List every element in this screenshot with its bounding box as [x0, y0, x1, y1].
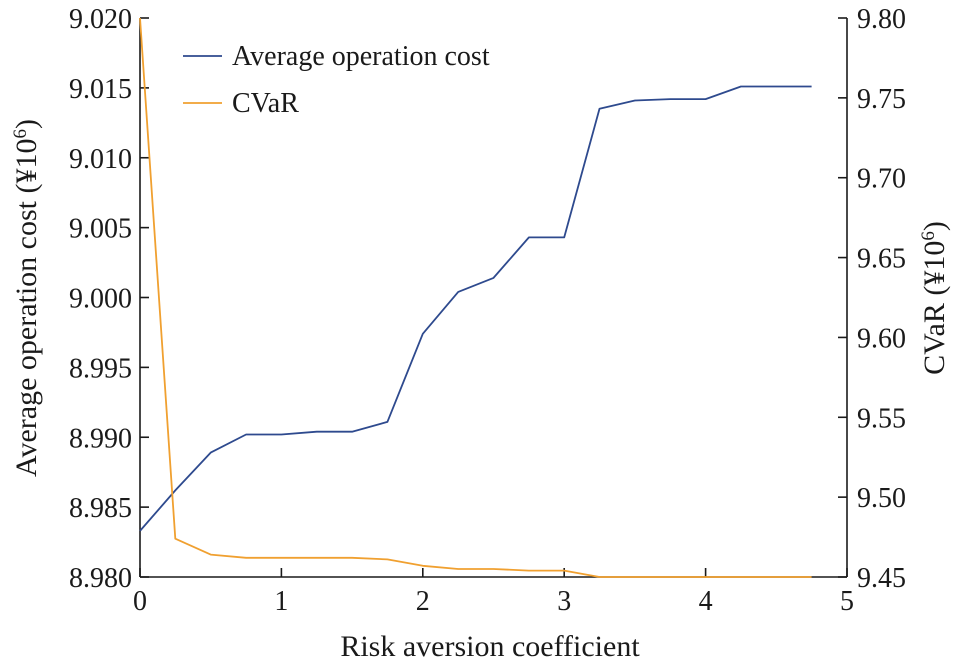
y-left-tick-label: 9.005 [69, 214, 132, 245]
x-tick-label: 1 [274, 586, 288, 617]
x-tick-label: 4 [699, 586, 713, 617]
y-left-tick-label: 9.010 [69, 144, 132, 175]
y-right-tick-label: 9.45 [857, 563, 906, 594]
x-tick-label: 5 [840, 586, 854, 617]
legend-label-cvar: CVaR [232, 88, 299, 119]
y-right-tick-label: 9.80 [857, 4, 906, 35]
y-left-tick-label: 8.985 [69, 493, 132, 524]
y-right-axis-title-main: CVaR (¥10 [918, 241, 951, 375]
y-left-axis-title-sup: 6 [10, 129, 31, 139]
y-right-tick-label: 9.55 [857, 403, 906, 434]
y-left-tick-label: 9.000 [69, 284, 132, 315]
series-layer [139, 17, 812, 578]
x-tick-label: 3 [557, 586, 571, 617]
series-line-average-operation-cost [139, 85, 812, 532]
x-axis-title: Risk aversion coefficient [340, 630, 640, 663]
y-left-ticks: 8.980 8.985 8.990 8.995 9.000 9.005 9.010 9.015… [69, 4, 149, 594]
y-right-tick-label: 9.65 [857, 244, 906, 275]
legend: Average operation cost CVaR [183, 41, 490, 119]
y-left-tick-label: 9.020 [69, 4, 132, 35]
y-right-ticks: 9.45 9.50 9.55 9.60 9.65 9.70 9.75 9.80 [838, 4, 906, 594]
y-left-axis-title: Average operation cost (¥106) [10, 119, 43, 477]
y-right-tick-label: 9.75 [857, 84, 906, 115]
y-left-tick-label: 8.990 [69, 423, 132, 454]
y-right-axis-title: CVaR (¥106) [918, 221, 951, 375]
y-right-tick-label: 9.60 [857, 323, 906, 354]
y-left-tick-label: 8.995 [69, 353, 132, 384]
series-line-cvar [139, 17, 812, 578]
y-left-tick-label: 9.015 [69, 74, 132, 105]
x-tick-label: 2 [416, 586, 430, 617]
y-right-axis-title-sup: 6 [918, 231, 939, 241]
y-left-axis-title-main: Average operation cost (¥10 [10, 139, 43, 477]
x-ticks: 0 1 2 3 4 5 [133, 568, 854, 617]
x-tick-label: 0 [133, 586, 147, 617]
y-right-tick-label: 9.50 [857, 483, 906, 514]
y-left-tick-label: 8.980 [69, 563, 132, 594]
y-left-axis-title-end: ) [10, 119, 43, 129]
y-right-tick-label: 9.70 [857, 164, 906, 195]
legend-label-average-operation-cost: Average operation cost [232, 41, 490, 72]
y-right-axis-title-end: ) [918, 221, 951, 231]
